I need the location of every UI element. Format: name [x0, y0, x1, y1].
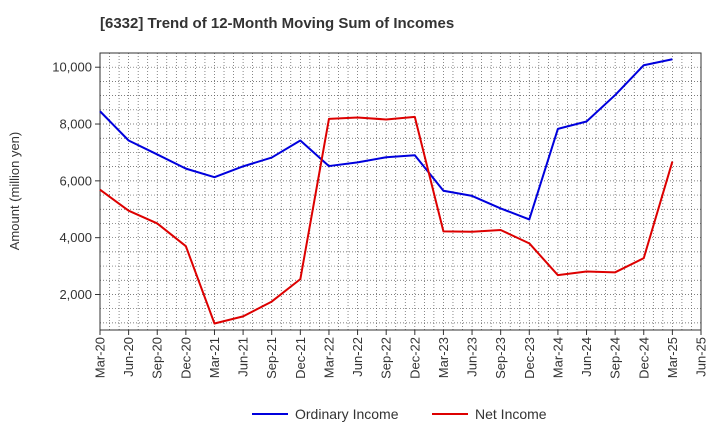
x-tick-label: Dec-22	[407, 337, 422, 379]
net-income-line	[99, 115, 674, 325]
x-tick-label: Sep-22	[379, 337, 394, 379]
grid	[100, 53, 701, 330]
x-tick-label: Sep-23	[493, 337, 508, 379]
x-tick-label: Sep-24	[608, 337, 623, 379]
x-tick-label: Jun-22	[350, 337, 365, 377]
y-tick-label: 8,000	[59, 117, 92, 132]
y-tick-label: 10,000	[52, 60, 92, 75]
x-tick-label: Mar-23	[436, 337, 451, 378]
y-tick-label: 2,000	[59, 287, 92, 302]
chart-title: [6332] Trend of 12-Month Moving Sum of I…	[100, 15, 455, 32]
legend: Ordinary Income Net Income	[252, 406, 547, 422]
x-axis: Mar-20 Jun-20 Sep-20 Dec-20 Mar-21 Jun-21 Sep-…	[93, 330, 709, 379]
x-tick-label: Jun-24	[579, 337, 594, 377]
x-tick-label: Mar-25	[665, 337, 680, 378]
x-tick-label: Mar-21	[207, 337, 222, 378]
y-tick-label: 4,000	[59, 230, 92, 245]
x-tick-label: Dec-20	[178, 337, 193, 379]
legend-label-ordinary-income: Ordinary Income	[295, 406, 399, 422]
x-tick-label: Mar-24	[550, 337, 565, 378]
x-tick-label: Dec-21	[293, 337, 308, 379]
x-tick-label: Jun-20	[121, 337, 136, 377]
series	[99, 58, 674, 325]
x-tick-label: Jun-23	[465, 337, 480, 377]
ordinary-income-line	[99, 58, 673, 221]
x-tick-label: Sep-21	[264, 337, 279, 379]
y-axis: 2,000 4,000 6,000 8,000 10,000	[52, 60, 100, 302]
plot-border	[99, 52, 702, 331]
x-tick-label: Dec-24	[636, 337, 651, 379]
x-tick-label: Mar-22	[321, 337, 336, 378]
x-tick-label: Jun-25	[694, 337, 709, 377]
x-tick-label: Sep-20	[150, 337, 165, 379]
legend-label-net-income: Net Income	[475, 406, 547, 422]
x-tick-label: Mar-20	[93, 337, 108, 378]
x-tick-label: Jun-21	[236, 337, 251, 377]
y-tick-label: 6,000	[59, 173, 92, 188]
plot-background	[100, 53, 701, 330]
x-tick-label: Dec-23	[522, 337, 537, 379]
y-axis-label: Amount (million yen)	[7, 132, 22, 251]
